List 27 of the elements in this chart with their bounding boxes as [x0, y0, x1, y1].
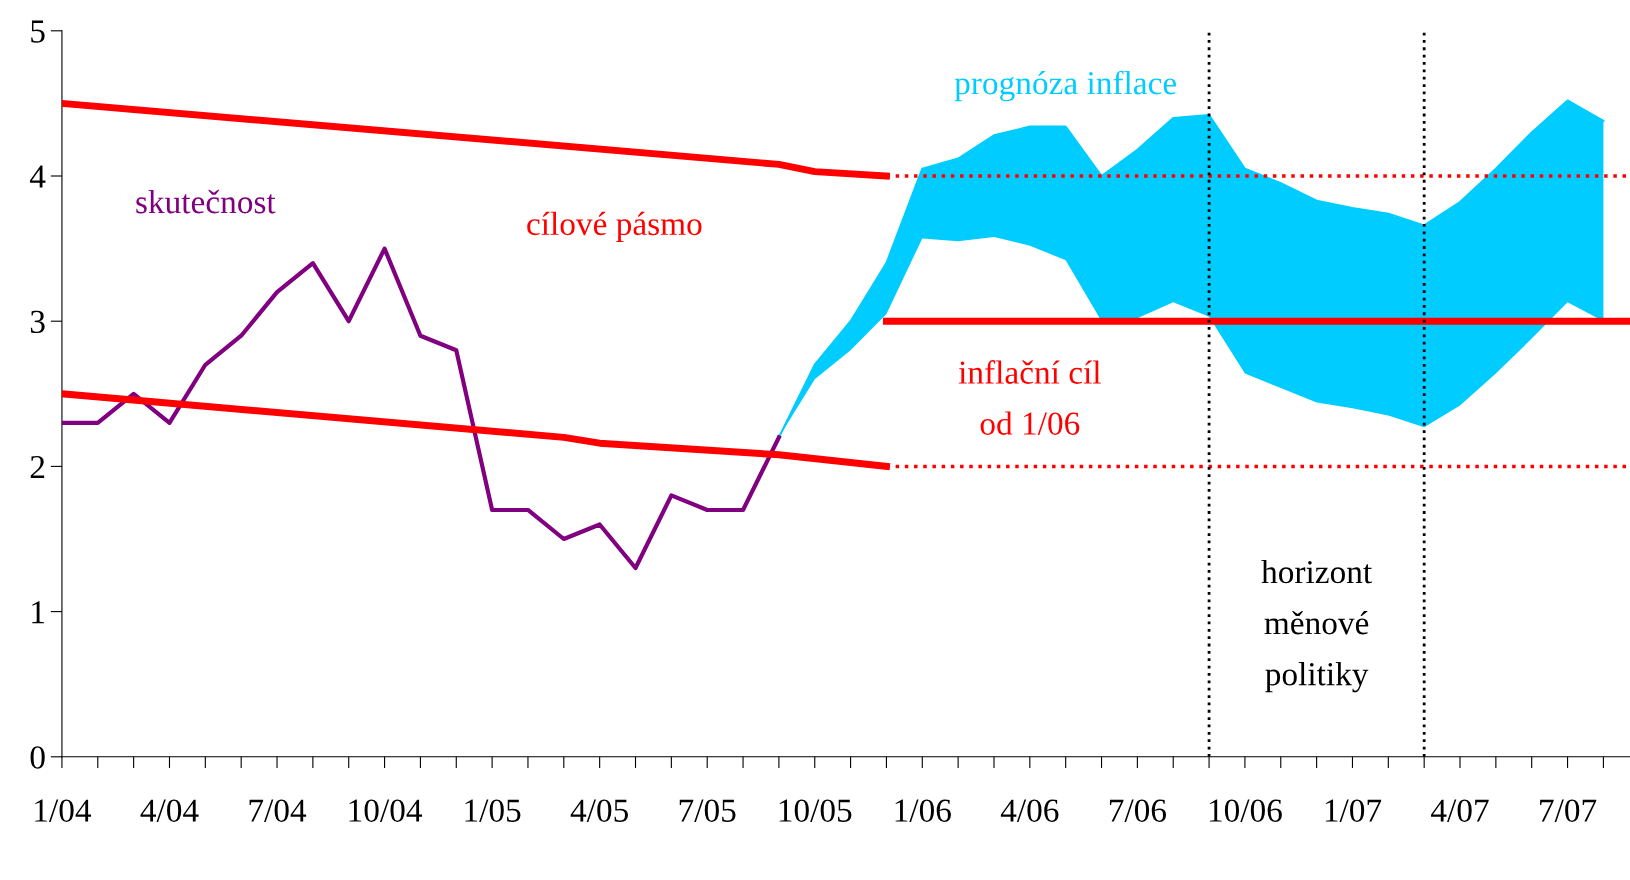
x-tick-label: 7/07: [1540, 799, 1597, 822]
x-tick-label: 4/06: [1000, 799, 1059, 822]
y-tick-label: 1: [32, 601, 44, 624]
x-tick-label: 1/06: [895, 799, 951, 822]
x-tick-label: 4/07: [1431, 799, 1489, 822]
series-label: prognóza inflace: [954, 70, 1177, 102]
x-tick-label: 7/04: [249, 799, 307, 822]
x-tick-label: 4/05: [570, 799, 628, 822]
y-tick-label: 3: [30, 310, 45, 334]
series-label: skutečnost: [136, 189, 276, 214]
y-tick-label: 4: [29, 165, 46, 188]
x-tick-label: 7/06: [1109, 799, 1167, 822]
series-label: cílové pásmo: [527, 211, 702, 242]
series-label: inflační cíl od 1/06: [958, 360, 1101, 435]
x-tick-label: 7/05: [679, 799, 736, 822]
y-tick-label: 5: [31, 20, 45, 43]
x-tick-label: 1/07: [1325, 799, 1382, 822]
x-tick-label: 1/04: [35, 799, 92, 822]
y-tick-label: 0: [30, 746, 45, 769]
x-tick-label: 10/06: [1209, 799, 1282, 822]
y-tick-label: 2: [30, 455, 45, 478]
x-tick-label: 4/04: [140, 799, 199, 822]
x-tick-label: 10/04: [349, 799, 423, 822]
line-series: [61, 246, 781, 571]
x-tick-label: 10/05: [779, 799, 852, 822]
annotation: horizont měnové politiky: [1261, 559, 1372, 693]
x-tick-label: 1/05: [465, 799, 521, 822]
